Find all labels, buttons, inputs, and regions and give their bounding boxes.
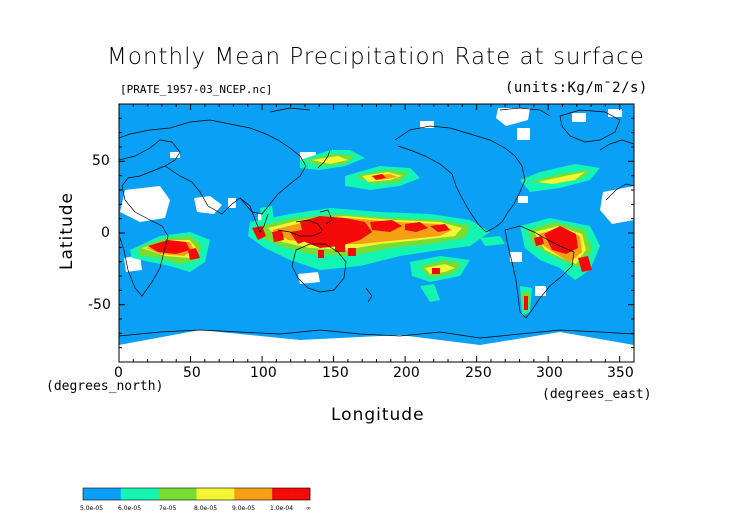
missing-data-regions xyxy=(119,108,634,362)
y-tick-label: 50 xyxy=(92,153,110,169)
colorbar-label: 5.0e-05 xyxy=(80,505,104,512)
colorbar-swatch xyxy=(83,488,103,500)
colorbar-swatch xyxy=(234,488,254,500)
colorbar-swatch xyxy=(120,488,141,500)
colorbar-swatch xyxy=(177,488,197,500)
colorbar-label: 9.0e-05 xyxy=(232,505,256,512)
colorbar-swatch xyxy=(253,488,273,500)
y-axis-title: Latitude xyxy=(57,192,77,270)
x-tick-label: 150 xyxy=(322,365,349,381)
colorbar-label: 7e-05 xyxy=(159,505,177,512)
colorbar-label: ∞ xyxy=(306,505,311,512)
colorbar-swatch xyxy=(215,488,235,500)
coastlines xyxy=(119,107,634,339)
colorbar-swatch xyxy=(272,488,292,500)
y-tick-label: 0 xyxy=(101,225,110,241)
colorbar-label: 6.0e-05 xyxy=(118,505,142,512)
chart-title: Monthly Mean Precipitation Rate at surfa… xyxy=(107,44,645,70)
y-axis-unit-note: (degrees_north) xyxy=(46,379,164,394)
x-tick-label: 250 xyxy=(465,365,492,381)
x-tick-label: 200 xyxy=(393,365,420,381)
colorbar xyxy=(82,487,311,501)
colorbar-swatch xyxy=(291,488,311,500)
x-axis-title: Longitude xyxy=(331,405,425,425)
colorbar-label: 1.0e-04 xyxy=(270,505,294,512)
file-label: [PRATE_1957-03_NCEP.nc] xyxy=(120,83,273,96)
y-tick-label: -50 xyxy=(88,297,111,313)
x-tick-label: 300 xyxy=(536,365,563,381)
colorbar-swatch xyxy=(101,488,122,500)
colorbar-frame xyxy=(82,487,311,501)
colorbar-label: 8.0e-05 xyxy=(194,505,218,512)
x-tick-label: 100 xyxy=(250,365,277,381)
map-field xyxy=(119,104,634,362)
colorbar-swatch xyxy=(196,488,216,500)
x-axis-unit-note: (degrees_east) xyxy=(542,387,652,402)
units-label: (units:Kg/m¯2/s) xyxy=(505,80,648,96)
x-tick-label: 0 xyxy=(114,365,123,381)
axis-ticks xyxy=(118,103,635,363)
colorbar-swatch xyxy=(139,488,159,500)
x-tick-label: 50 xyxy=(183,365,201,381)
x-tick-label: 350 xyxy=(607,365,634,381)
colorbar-swatch xyxy=(158,488,178,500)
